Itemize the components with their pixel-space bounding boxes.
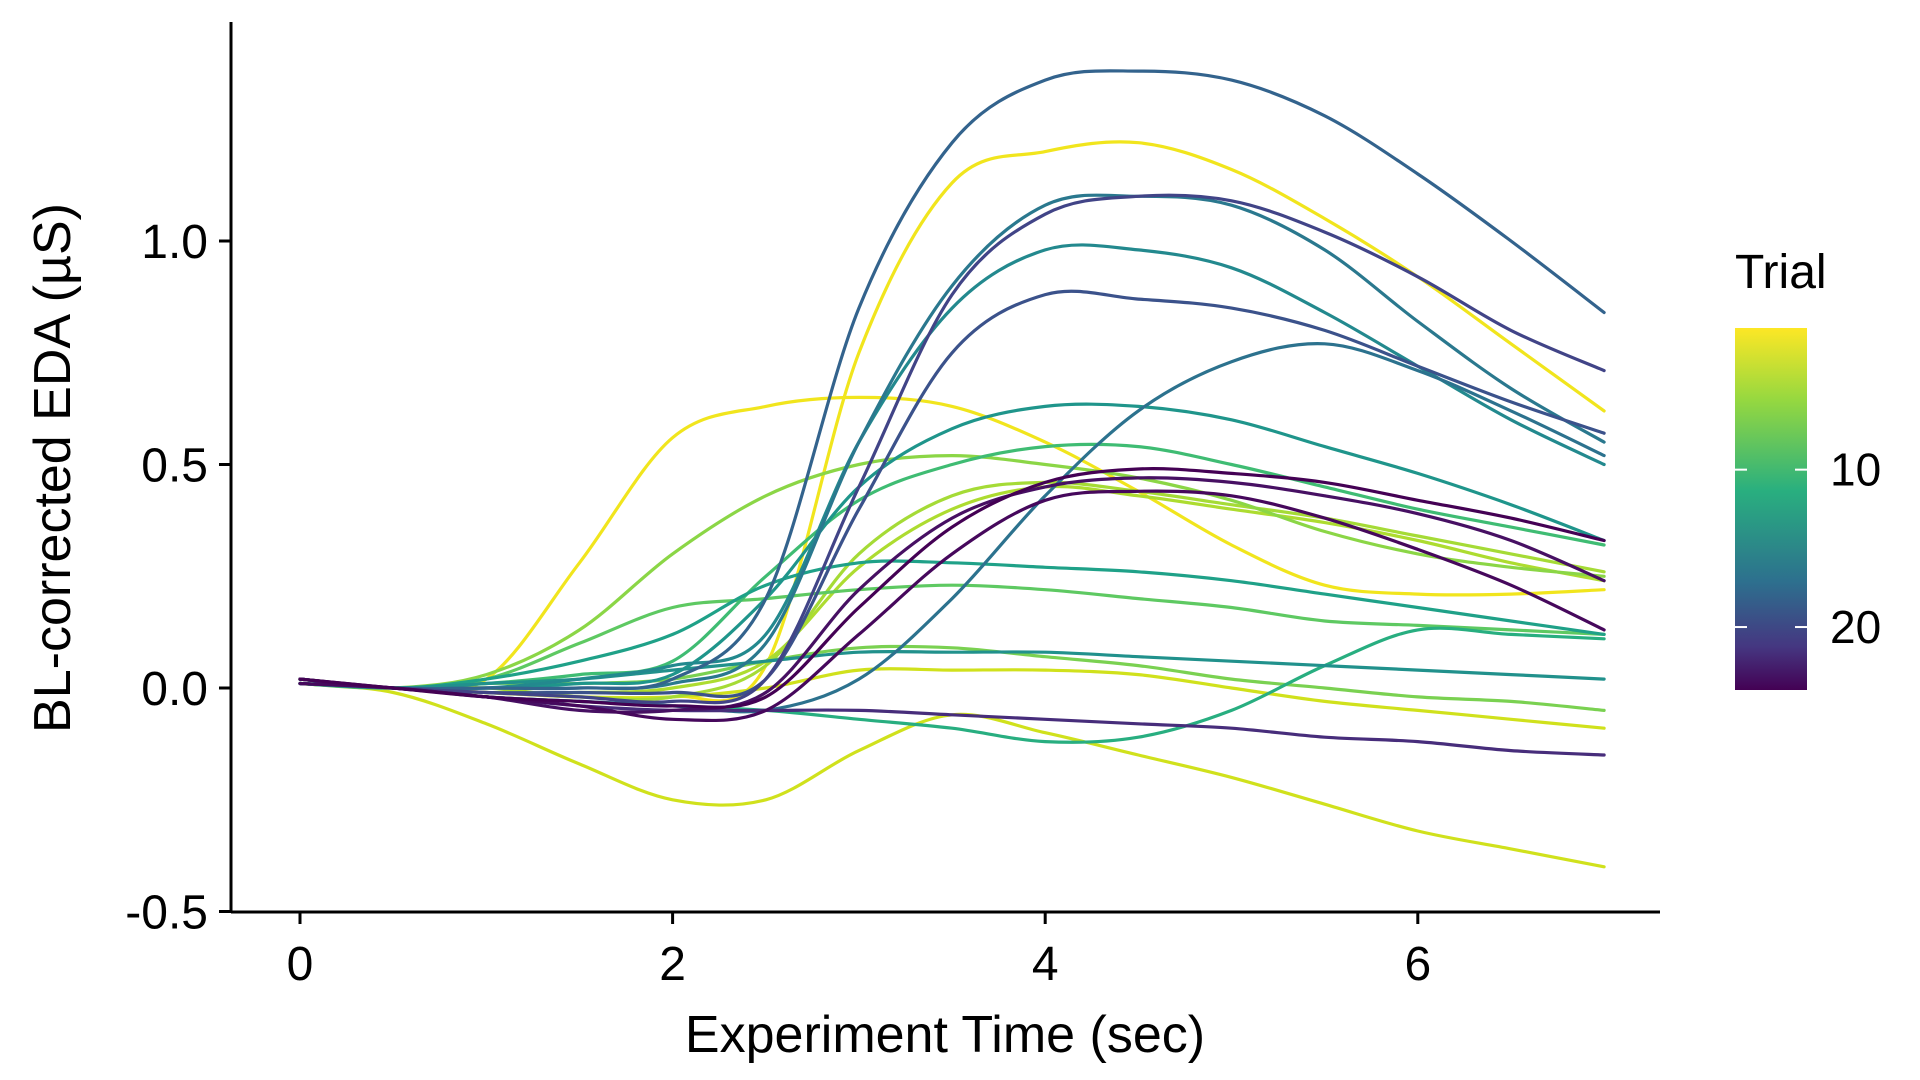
x-tick-label: 4 <box>1032 938 1059 991</box>
series-line-trial-24 <box>298 467 1606 709</box>
x-tick-label: 2 <box>659 938 686 991</box>
series-line-trial-11 <box>298 626 1606 744</box>
series-line-trial-6 <box>298 480 1606 702</box>
series-line-trial-19 <box>298 289 1606 699</box>
axes <box>229 22 1660 914</box>
colorbar-ticks: 10 20 <box>1735 444 1881 653</box>
x-tick-label: 0 <box>287 938 314 991</box>
y-axis-title: BL-corrected EDA (µS) <box>24 203 82 733</box>
series-line-trial-1 <box>298 395 1606 693</box>
series-line-trial-2 <box>298 140 1606 703</box>
series-lines <box>298 69 1606 869</box>
y-tick-label: 0.5 <box>141 440 208 493</box>
colorbar-tick-label: 20 <box>1830 601 1881 653</box>
series-line-trial-9 <box>298 583 1606 690</box>
series-line-trial-7 <box>298 454 1606 690</box>
series-line-trial-12 <box>298 559 1606 690</box>
x-axis-title: Experiment Time (sec) <box>685 1006 1205 1064</box>
x-tick-label: 6 <box>1404 938 1431 991</box>
series-line-trial-18 <box>298 69 1606 691</box>
trial-colorbar-legend: Trial 10 20 <box>1735 246 1881 690</box>
series-line-trial-3 <box>298 681 1606 869</box>
y-axis-ticks: -0.5 0.0 0.5 1.0 <box>125 216 231 940</box>
y-tick-label: 1.0 <box>141 216 208 269</box>
colorbar-tick-label: 10 <box>1830 444 1881 496</box>
x-axis-ticks: 0 2 4 6 <box>287 912 1431 991</box>
series-line-trial-22 <box>298 476 1606 714</box>
series-line-trial-14 <box>298 649 1606 690</box>
series-line-trial-20 <box>298 193 1606 705</box>
series-line-trial-15 <box>298 243 1606 691</box>
y-tick-label: 0.0 <box>141 663 208 716</box>
colorbar <box>1735 328 1807 690</box>
legend-title: Trial <box>1735 246 1827 299</box>
y-tick-label: -0.5 <box>125 887 208 940</box>
